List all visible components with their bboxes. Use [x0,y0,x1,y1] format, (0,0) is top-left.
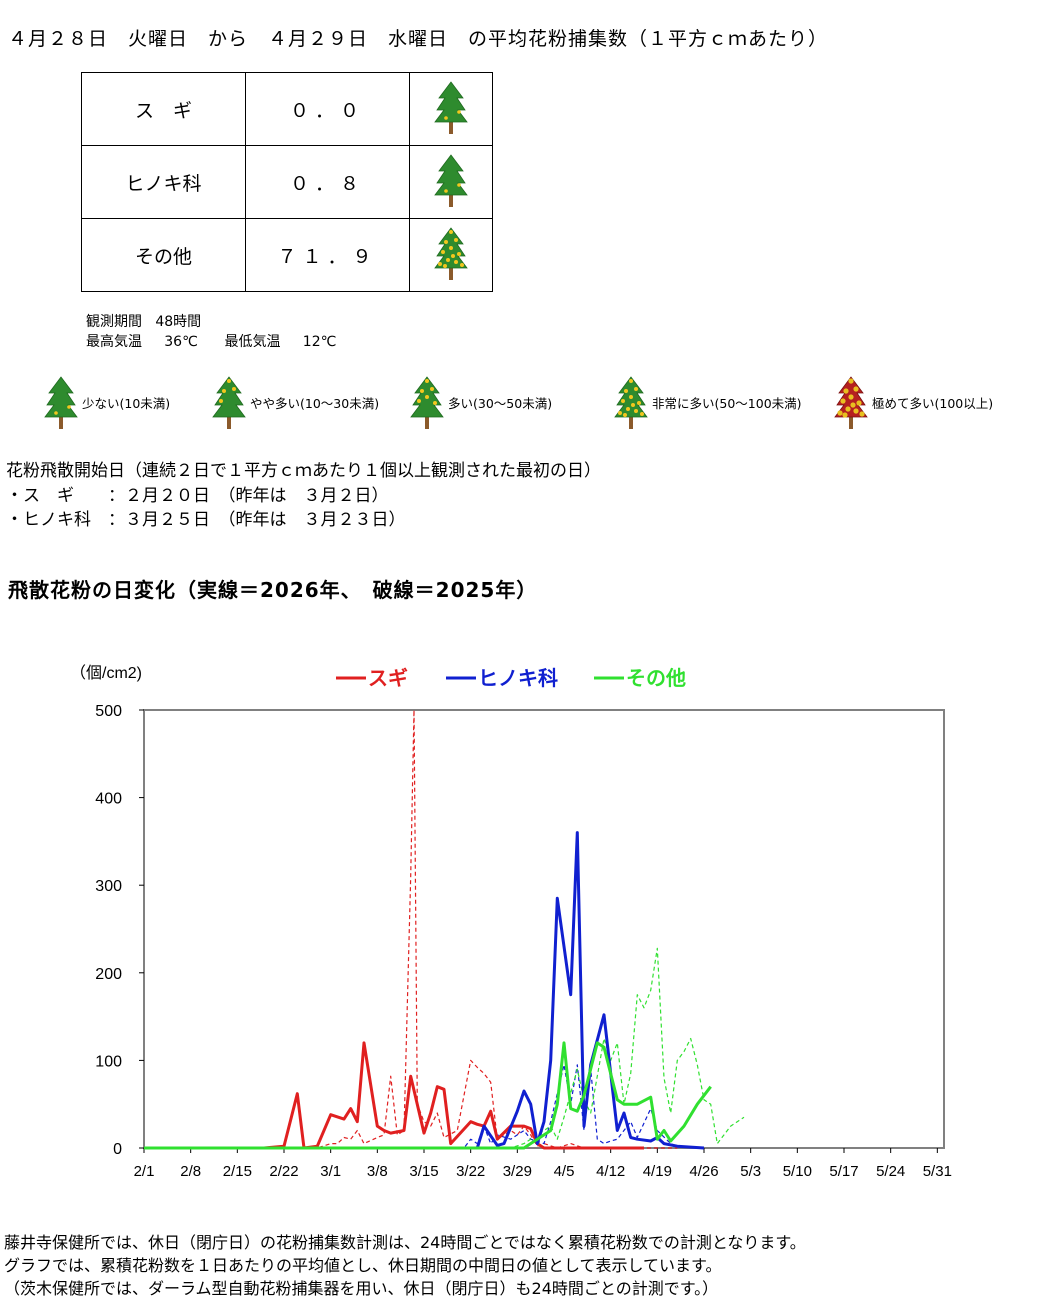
x-tick-label: 3/8 [367,1163,388,1180]
season-start-heading: 花粉飛散開始日（連続２日で１平方ｃｍあたり１個以上観測された最初の日） [6,461,601,481]
pollen-value-cedar: ０．０ [245,72,410,146]
legend-level-moderate: やや多い(10～30未満) [212,374,379,430]
y-tick-label: 100 [95,1053,122,1070]
max-temp-value: 36℃ [164,334,198,350]
page-title: ４月２８日 火曜日 から ４月２９日 水曜日 の平均花粉捕集数（１平方ｃｍあたり… [8,28,829,50]
max-temp-label: 最高気温 [86,334,142,350]
x-tick-label: 5/3 [740,1163,761,1180]
y-tick-label: 200 [95,966,122,983]
legend-series-label: その他 [626,666,686,690]
tree-moderate-icon [212,375,246,429]
legend-series-label: ヒノキ科 [478,666,558,690]
observation-period: 観測期間 48時間 [86,311,201,331]
tree-low-icon [409,145,493,219]
legend-series-label: スギ [368,666,408,690]
season-start-cedar: ・ス ギ ：２月２０日 （昨年は ３月２日） [6,486,389,506]
min-temp-value: 12℃ [302,334,337,350]
x-tick-label: 5/24 [876,1163,905,1180]
pollen-type-other: その他 [81,218,246,292]
x-tick-label: 3/22 [456,1163,485,1180]
chart-heading: 飛散花粉の日変化（実線＝2026年、 破線＝2025年） [8,578,538,602]
legend-label: 少ない(10未満) [82,395,171,411]
x-tick-label: 4/12 [596,1163,625,1180]
x-tick-label: 5/10 [783,1163,812,1180]
tree-high-icon [410,375,444,429]
observation-period-value: 48時間 [155,314,202,330]
series-line-2026-2 [144,1041,712,1150]
x-tick-label: 3/15 [409,1163,438,1180]
pollen-value-other: ７１．９ [245,218,410,292]
observation-period-label: 観測期間 [86,314,142,330]
series-line-2025-3 [144,709,678,1149]
x-tick-label: 2/8 [180,1163,201,1180]
note-line: （茨木保健所では、ダーラム型自動花粉捕集器を用い、休日（閉庁日）も24時間ごとの… [4,1279,719,1298]
season-start-cypress: ・ヒノキ科 ：３月２５日 （昨年は ３月２３日） [6,510,406,530]
legend-level-extreme: 極めて多い(100以上) [834,374,993,430]
pollen-line-chart: 0 100 200 300 400 500 2/1 2/8 2/15 2/22 3/1 3/8 3/15… [70,664,952,1180]
table-row: ス ギ ０．０ [81,72,493,146]
x-tick-label: 5/17 [829,1163,858,1180]
legend-label: 極めて多い(100以上) [872,395,994,411]
pollen-count-table: ス ギ ０．０ ヒノキ科 ０．８ その他 ７１．９ [81,72,493,292]
series-line-2026-0 [144,1041,644,1150]
tree-extreme-icon [834,375,868,429]
y-axis-label: （個/cm2) [70,664,142,682]
x-tick-label: 4/19 [643,1163,672,1180]
tree-very-high-icon [409,218,493,292]
legend-level-very-high: 非常に多い(50～100未満) [614,374,802,430]
table-row: ヒノキ科 ０．８ [81,145,493,219]
legend-level-high: 多い(30～50未満) [410,374,552,430]
pollen-type-cypress: ヒノキ科 [81,145,246,219]
legend-level-low: 少ない(10未満) [44,374,170,430]
x-tick-label: 3/29 [503,1163,532,1180]
y-tick-label: 300 [95,878,122,895]
min-temp-label: 最低気温 [224,334,281,350]
x-tick-label: 5/31 [923,1163,952,1180]
table-row: その他 ７１．９ [81,218,493,292]
x-tick-label: 2/15 [223,1163,252,1180]
x-tick-label: 2/1 [134,1163,155,1180]
series-group [144,709,745,1150]
y-tick-label: 400 [95,791,122,808]
pollen-type-cedar: ス ギ [81,72,246,146]
tree-low-icon [44,375,78,429]
note-line: 藤井寺保健所では、休日（閉庁日）の花粉捕集数計測は、24時間ごとではなく累積花粉… [4,1233,806,1252]
x-tick-label: 2/22 [269,1163,298,1180]
temperature-line: 最高気温 36℃ 最低気温 12℃ [86,331,336,351]
plot-area [143,709,945,1149]
legend-label: やや多い(10～30未満) [250,395,380,411]
note-line: グラフでは、累積花粉数を１日あたりの平均値とし、休日期間の中間日の値として表示し… [4,1256,722,1275]
x-tick-label: 4/26 [689,1163,718,1180]
legend-label: 多い(30～50未満) [448,395,553,411]
tree-low-icon [409,72,493,146]
y-tick-label: 0 [113,1141,122,1158]
x-tick-label: 4/5 [554,1163,575,1180]
pollen-value-cypress: ０．８ [245,145,410,219]
series-line-2025-4 [144,1064,705,1149]
tree-very-high-icon [614,375,648,429]
x-tick-label: 3/1 [320,1163,341,1180]
series-line-2026-1 [144,831,705,1150]
legend-label: 非常に多い(50～100未満) [652,395,802,411]
y-tick-label: 500 [95,703,122,720]
